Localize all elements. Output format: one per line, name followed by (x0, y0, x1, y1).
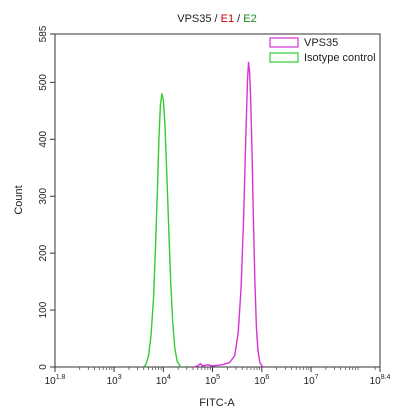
chart-title-text: VPS35 / E1 / E2 (177, 13, 257, 25)
y-tick-label: 400 (38, 131, 49, 148)
x-tick-label: 103 (107, 374, 122, 387)
x-axis-title: FITC-A (199, 397, 235, 409)
y-tick-label: 0 (38, 364, 49, 370)
x-axis: 101.8 103 104 105 106 107 108.4 (45, 367, 391, 387)
plot-frame (55, 34, 380, 367)
series-line-isotype-control (144, 94, 181, 367)
legend: VPS35 Isotype control (266, 35, 379, 69)
y-tick-label: 200 (38, 244, 49, 261)
x-tick-label: 101.8 (45, 374, 66, 387)
legend-label: VPS35 (304, 37, 338, 49)
x-tick-label: 105 (205, 374, 220, 387)
chart-title: VPS35 / E1 / E2 (177, 13, 257, 25)
chart-title-part-2: E1 (221, 13, 234, 25)
y-axis: 0 100 200 300 400 500 585 (38, 25, 55, 370)
chart-title-part-3: / (234, 13, 243, 25)
x-tick-label: 104 (156, 374, 171, 387)
y-tick-label: 100 (38, 301, 49, 318)
series-group (144, 63, 263, 368)
legend-label: Isotype control (304, 52, 376, 64)
x-tick-label: 107 (304, 374, 319, 387)
y-tick-label: 300 (38, 187, 49, 204)
y-axis-title: Count (13, 185, 25, 214)
chart-title-part-4: E2 (243, 13, 256, 25)
chart-title-part-0: VPS35 (177, 13, 211, 25)
y-tick-label: 500 (38, 74, 49, 91)
x-tick-label: 108.4 (370, 374, 391, 387)
y-tick-label: 585 (38, 25, 49, 42)
x-tick-label: 106 (254, 374, 269, 387)
chart-title-part-1: / (211, 13, 220, 25)
series-line-vps35 (193, 63, 263, 368)
